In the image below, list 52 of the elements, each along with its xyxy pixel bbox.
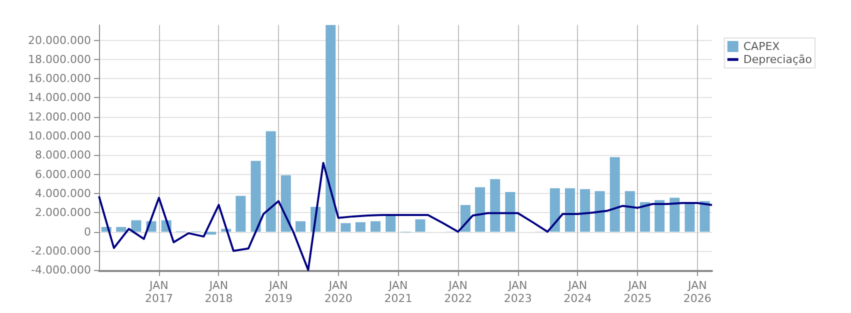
bar (355, 222, 366, 232)
bar (700, 201, 710, 232)
bar (266, 131, 276, 232)
y-tick-label: 10.000.000 (28, 130, 91, 143)
bar (594, 191, 605, 232)
y-tick-label: 2.000.000 (35, 206, 91, 220)
x-tick-label: JAN 2021 (384, 279, 412, 305)
legend-label: CAPEX (743, 40, 780, 53)
bar (490, 179, 500, 232)
x-tick-label: JAN 2019 (264, 279, 293, 305)
y-tick-label: 4.000.000 (35, 186, 91, 200)
y-tick-label: 12.000.000 (28, 110, 91, 124)
bar (116, 226, 126, 232)
y-tick-label: 0 (84, 225, 91, 238)
bar (280, 175, 291, 232)
x-tick-label: JAN 2025 (624, 279, 652, 305)
bar (564, 188, 575, 232)
bar (654, 200, 665, 232)
y-tick-label: 18.000.000 (28, 52, 91, 66)
x-tick-label: JAN 2024 (564, 279, 592, 305)
bar (326, 25, 336, 232)
bar (624, 191, 635, 232)
x-tick-label: JAN 2022 (444, 279, 472, 305)
bar (475, 187, 486, 232)
x-tick-label: JAN 2018 (204, 279, 233, 305)
bar (670, 198, 680, 232)
x-tick-label: JAN 2026 (683, 279, 712, 305)
y-tick-label: 8.000.000 (35, 148, 91, 162)
legend-label: Depreciação (743, 53, 812, 66)
bar (550, 188, 560, 232)
y-tick-label: -4.000.000 (31, 264, 91, 277)
x-tick-label: JAN 2020 (324, 279, 352, 305)
bar (415, 219, 426, 232)
bar (505, 192, 516, 232)
bar (236, 196, 246, 232)
bar (684, 204, 695, 232)
y-tick-label: 6.000.000 (35, 168, 91, 181)
bar (295, 221, 306, 232)
y-tick-label: 20.000.000 (28, 34, 91, 47)
bar (370, 221, 381, 232)
x-tick-label: JAN 2017 (144, 279, 173, 305)
bar (340, 223, 351, 232)
bar (386, 215, 396, 232)
y-tick-label: 14.000.000 (28, 91, 91, 104)
bar (580, 189, 590, 232)
bar (250, 160, 261, 232)
bar (131, 220, 142, 232)
y-tick-label: 16.000.000 (28, 72, 91, 86)
bar (640, 202, 650, 232)
bar (610, 157, 620, 232)
x-tick-label: JAN 2023 (504, 279, 532, 305)
y-tick-label: -2.000.000 (31, 244, 91, 258)
